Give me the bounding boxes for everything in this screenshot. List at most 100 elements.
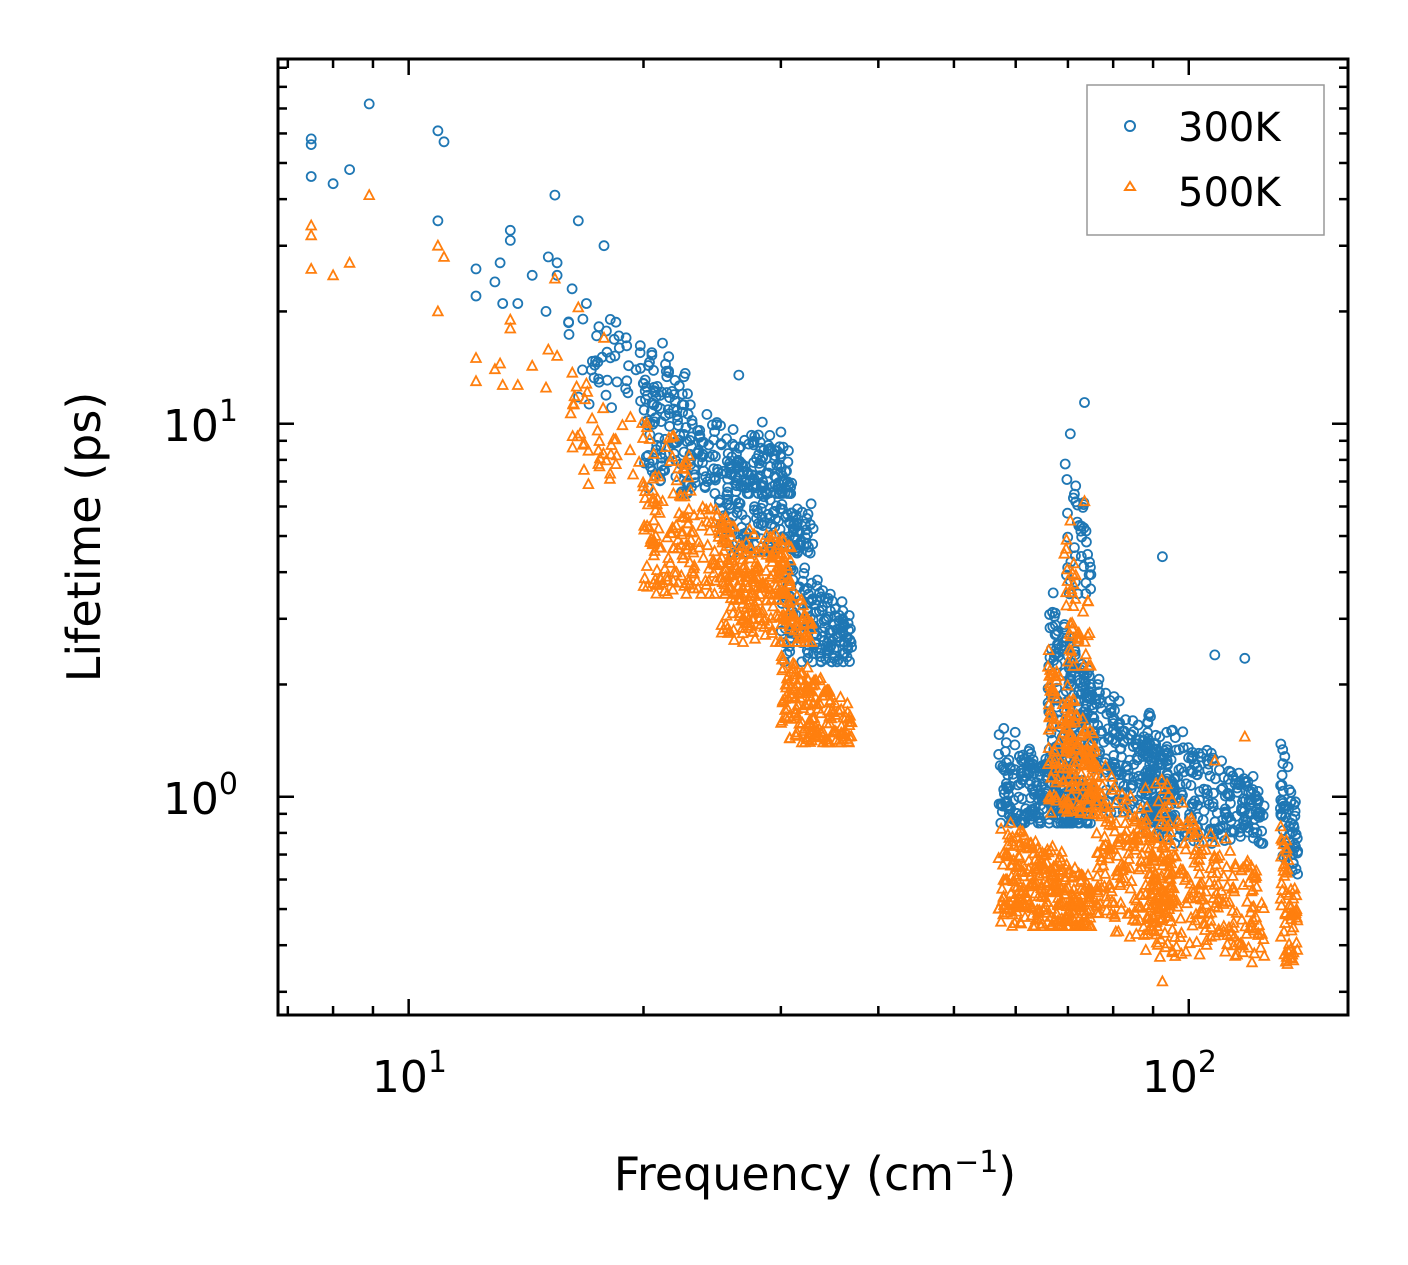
point-300k bbox=[1076, 531, 1088, 543]
point-300k bbox=[661, 371, 673, 383]
point-500k bbox=[638, 484, 652, 496]
point-500k bbox=[803, 689, 817, 702]
point-500k bbox=[577, 462, 591, 475]
point-300k bbox=[715, 420, 726, 432]
point-500k bbox=[796, 701, 810, 713]
point-500k bbox=[1150, 935, 1164, 948]
point-500k bbox=[1044, 770, 1058, 783]
point-300k bbox=[638, 404, 650, 416]
point-500k bbox=[1135, 860, 1148, 872]
point-500k bbox=[1156, 882, 1170, 895]
point-500k bbox=[779, 677, 792, 690]
point-500k bbox=[641, 497, 655, 510]
point-300k bbox=[605, 352, 616, 364]
point-500k bbox=[1076, 604, 1090, 617]
point-300k bbox=[722, 448, 734, 459]
point-500k bbox=[746, 586, 760, 599]
point-300k bbox=[1189, 795, 1201, 807]
point-500k bbox=[1108, 910, 1122, 922]
point-500k bbox=[748, 631, 762, 644]
point-500k bbox=[650, 586, 663, 599]
point-300k bbox=[769, 505, 781, 517]
point-500k bbox=[802, 635, 815, 647]
point-500k bbox=[647, 446, 661, 459]
point-500k bbox=[1229, 857, 1242, 870]
point-300k bbox=[1233, 767, 1245, 779]
point-300k bbox=[1047, 587, 1059, 599]
point-500k bbox=[660, 530, 674, 543]
point-500k bbox=[1140, 800, 1154, 813]
point-500k bbox=[733, 573, 747, 586]
point-500k bbox=[304, 218, 318, 231]
point-300k bbox=[777, 441, 789, 453]
point-500k bbox=[1204, 826, 1218, 839]
point-300k bbox=[1033, 808, 1045, 820]
point-300k bbox=[1226, 826, 1237, 838]
point-500k bbox=[1188, 855, 1201, 868]
point-500k bbox=[1178, 873, 1192, 885]
point-300k bbox=[1201, 784, 1213, 796]
point-500k bbox=[431, 238, 445, 251]
point-500k bbox=[745, 618, 758, 631]
point-500k bbox=[679, 576, 692, 588]
point-500k bbox=[1049, 775, 1063, 788]
point-500k bbox=[1145, 923, 1159, 935]
point-500k bbox=[1090, 826, 1103, 839]
point-300k bbox=[1140, 738, 1152, 750]
point-500k bbox=[1098, 866, 1112, 879]
legend-label-300k: 300K bbox=[1178, 105, 1282, 151]
point-500k bbox=[1209, 928, 1222, 941]
point-500k bbox=[1009, 860, 1023, 872]
point-500k bbox=[1103, 817, 1116, 830]
point-500k bbox=[771, 581, 785, 593]
point-300k bbox=[802, 508, 814, 520]
point-300k bbox=[1204, 770, 1216, 782]
point-500k bbox=[803, 616, 817, 629]
point-300k bbox=[1077, 501, 1089, 513]
point-500k bbox=[1050, 906, 1063, 919]
point-500k bbox=[1193, 866, 1206, 879]
point-300k bbox=[759, 485, 771, 497]
point-500k bbox=[1153, 904, 1166, 917]
point-500k bbox=[1235, 912, 1249, 925]
point-500k bbox=[790, 725, 804, 738]
point-300k bbox=[661, 387, 673, 398]
point-300k bbox=[721, 498, 733, 510]
point-500k bbox=[709, 502, 723, 515]
point-300k bbox=[1197, 814, 1209, 826]
point-300k bbox=[780, 466, 791, 478]
point-500k bbox=[790, 634, 803, 647]
point-500k bbox=[1051, 874, 1064, 886]
point-500k bbox=[804, 703, 817, 716]
point-300k bbox=[1064, 428, 1076, 440]
point-300k bbox=[646, 349, 658, 361]
point-300k bbox=[1277, 744, 1289, 755]
legend-marker-500k bbox=[1123, 180, 1137, 191]
point-500k bbox=[788, 657, 801, 670]
point-300k bbox=[755, 518, 767, 530]
point-500k bbox=[1158, 806, 1171, 818]
point-500k bbox=[718, 586, 732, 599]
point-500k bbox=[1059, 585, 1073, 598]
point-500k bbox=[797, 724, 810, 736]
point-500k bbox=[496, 378, 509, 390]
point-500k bbox=[737, 547, 750, 559]
point-500k bbox=[1165, 896, 1179, 909]
point-500k bbox=[1226, 881, 1240, 894]
point-500k bbox=[1087, 800, 1100, 813]
point-500k bbox=[1275, 898, 1288, 911]
point-500k bbox=[1188, 830, 1201, 842]
point-500k bbox=[1014, 916, 1028, 929]
point-300k bbox=[654, 389, 666, 401]
point-500k bbox=[1110, 864, 1123, 877]
point-500k bbox=[1077, 658, 1090, 671]
point-500k bbox=[1094, 809, 1108, 822]
point-500k bbox=[732, 537, 746, 550]
point-300k bbox=[504, 234, 516, 246]
point-500k bbox=[616, 418, 629, 431]
point-300k bbox=[1258, 800, 1270, 812]
point-500k bbox=[1280, 865, 1294, 878]
point-300k bbox=[993, 749, 1005, 760]
point-500k bbox=[1121, 838, 1135, 851]
point-500k bbox=[636, 475, 650, 488]
